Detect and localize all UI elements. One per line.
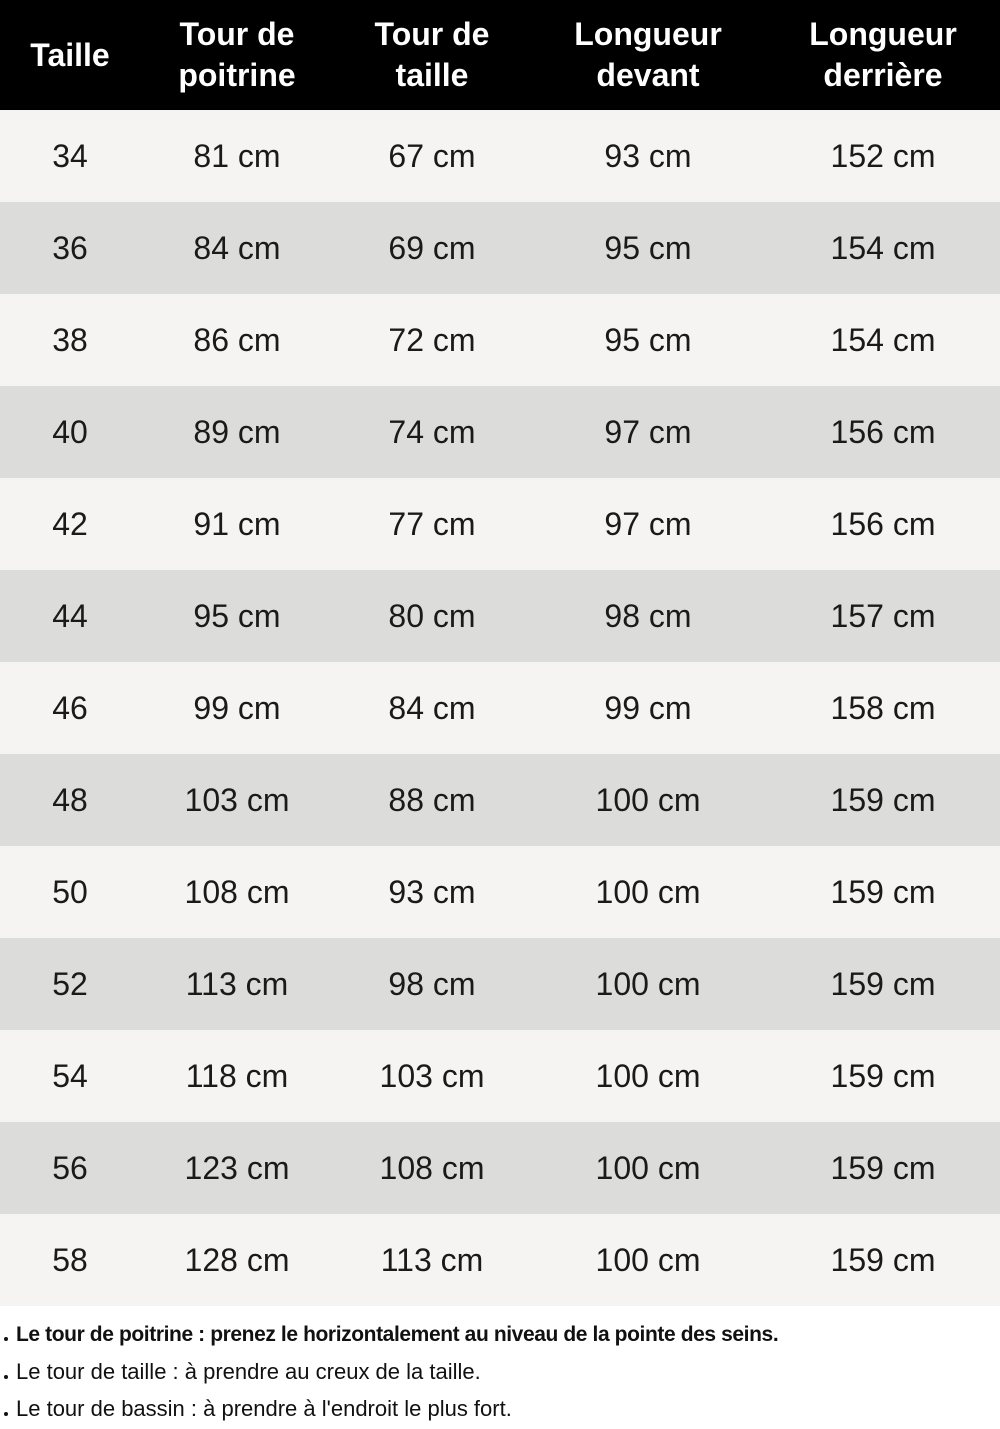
table-cell: 108 cm: [379, 1149, 485, 1186]
note-chest: Le tour de poitrine : prenez le horizont…: [4, 1318, 1000, 1355]
table-cell: 159 cm: [830, 1149, 936, 1186]
table-row: 46 99 cm 84 cm 99 cm 158 cm: [0, 662, 1000, 754]
table-header-row: Taille Tour de poitrine Tour de taille Long…: [0, 0, 1000, 110]
column-header: Tour de taille: [374, 16, 490, 93]
table-cell: 154 cm: [830, 321, 936, 358]
note-hips: Le tour de bassin : à prendre à l'endroi…: [4, 1392, 1000, 1429]
column-header: Tour de poitrine: [178, 16, 296, 93]
table-cell: 97 cm: [604, 413, 692, 450]
table-cell: 100 cm: [595, 965, 701, 1002]
column-header: Longueur devant: [574, 16, 722, 93]
table-cell: 77 cm: [388, 505, 476, 542]
table-cell: 81 cm: [193, 137, 281, 174]
table-cell: 74 cm: [388, 413, 476, 450]
table-cell: 158 cm: [830, 689, 936, 726]
table-cell: 100 cm: [595, 873, 701, 910]
table-cell: 157 cm: [830, 597, 936, 634]
table-cell: 91 cm: [193, 505, 281, 542]
table-cell: 159 cm: [830, 1241, 936, 1278]
table-cell: 128 cm: [184, 1241, 290, 1278]
measurement-notes: Le tour de poitrine : prenez le horizont…: [4, 1318, 1000, 1429]
column-header: Taille: [30, 36, 110, 73]
size-chart-table: Taille Tour de poitrine Tour de taille Long…: [0, 0, 1000, 1306]
table-row: 54 118 cm 103 cm 100 cm 159 cm: [0, 1030, 1000, 1122]
table-cell: 103 cm: [184, 781, 290, 818]
table-cell: 95 cm: [604, 321, 692, 358]
note-text: Le tour de poitrine : prenez le horizont…: [16, 1323, 779, 1346]
table-cell: 56: [52, 1149, 88, 1186]
column-header: Longueur derrière: [809, 16, 957, 93]
table-cell: 86 cm: [193, 321, 281, 358]
table-row: 48 103 cm 88 cm 100 cm 159 cm: [0, 754, 1000, 846]
table-cell: 103 cm: [379, 1057, 485, 1094]
table-row: 50 108 cm 93 cm 100 cm 159 cm: [0, 846, 1000, 938]
table-row: 38 86 cm 72 cm 95 cm 154 cm: [0, 294, 1000, 386]
table-cell: 108 cm: [184, 873, 290, 910]
table-cell: 42: [52, 505, 88, 542]
table-cell: 97 cm: [604, 505, 692, 542]
table-cell: 118 cm: [185, 1057, 289, 1094]
table-body: 34 81 cm 67 cm 93 cm 152 cm 36 84 cm 69 cm 95 cm…: [0, 110, 1000, 1306]
table-cell: 40: [52, 413, 88, 450]
table-cell: 34: [52, 137, 88, 174]
table-cell: 100 cm: [595, 1241, 701, 1278]
bullet-icon: [4, 1375, 8, 1380]
table-cell: 72 cm: [388, 321, 476, 358]
table-cell: 48: [52, 781, 88, 818]
table-cell: 58: [52, 1241, 88, 1278]
table-cell: 93 cm: [604, 137, 692, 174]
table-cell: 154 cm: [830, 229, 936, 266]
table-cell: 46: [52, 689, 88, 726]
table-cell: 67 cm: [388, 137, 476, 174]
table-row: 52 113 cm 98 cm 100 cm 159 cm: [0, 938, 1000, 1030]
table-row: 36 84 cm 69 cm 95 cm 154 cm: [0, 202, 1000, 294]
table-cell: 84 cm: [193, 229, 281, 266]
table-cell: 156 cm: [830, 505, 936, 542]
table-cell: 44: [52, 597, 88, 634]
table-cell: 152 cm: [830, 137, 936, 174]
table-cell: 98 cm: [604, 597, 692, 634]
table-row: 58 128 cm 113 cm 100 cm 159 cm: [0, 1214, 1000, 1306]
table-cell: 98 cm: [388, 965, 476, 1002]
table-cell: 36: [52, 229, 88, 266]
table-cell: 88 cm: [388, 781, 476, 818]
table-cell: 159 cm: [830, 965, 936, 1002]
bullet-icon: [4, 1412, 8, 1417]
table-cell: 99 cm: [604, 689, 692, 726]
table-cell: 99 cm: [193, 689, 281, 726]
table-cell: 52: [52, 965, 88, 1002]
table-row: 40 89 cm 74 cm 97 cm 156 cm: [0, 386, 1000, 478]
table-row: 56 123 cm 108 cm 100 cm 159 cm: [0, 1122, 1000, 1214]
note-text: Le tour de taille : à prendre au creux d…: [16, 1359, 481, 1384]
table-cell: 38: [52, 321, 88, 358]
note-text: Le tour de bassin : à prendre à l'endroi…: [16, 1396, 512, 1421]
table-row: 34 81 cm 67 cm 93 cm 152 cm: [0, 110, 1000, 202]
table-cell: 95 cm: [604, 229, 692, 266]
table-cell: 113 cm: [185, 965, 289, 1002]
table-cell: 123 cm: [184, 1149, 290, 1186]
table-cell: 159 cm: [830, 781, 936, 818]
table-cell: 54: [52, 1057, 88, 1094]
table-row: 42 91 cm 77 cm 97 cm 156 cm: [0, 478, 1000, 570]
table-cell: 69 cm: [388, 229, 476, 266]
table-cell: 80 cm: [388, 597, 476, 634]
table-cell: 50: [52, 873, 88, 910]
table-cell: 156 cm: [830, 413, 936, 450]
table-cell: 100 cm: [595, 781, 701, 818]
table-cell: 100 cm: [595, 1149, 701, 1186]
note-waist: Le tour de taille : à prendre au creux d…: [4, 1355, 1000, 1392]
table-row: 44 95 cm 80 cm 98 cm 157 cm: [0, 570, 1000, 662]
table-cell: 159 cm: [830, 873, 936, 910]
table-cell: 93 cm: [388, 873, 476, 910]
table-cell: 159 cm: [830, 1057, 936, 1094]
table-cell: 84 cm: [388, 689, 476, 726]
bullet-icon: [4, 1337, 8, 1342]
table-cell: 113 cm: [380, 1241, 484, 1278]
table-cell: 100 cm: [595, 1057, 701, 1094]
table-cell: 89 cm: [193, 413, 281, 450]
table-cell: 95 cm: [193, 597, 281, 634]
